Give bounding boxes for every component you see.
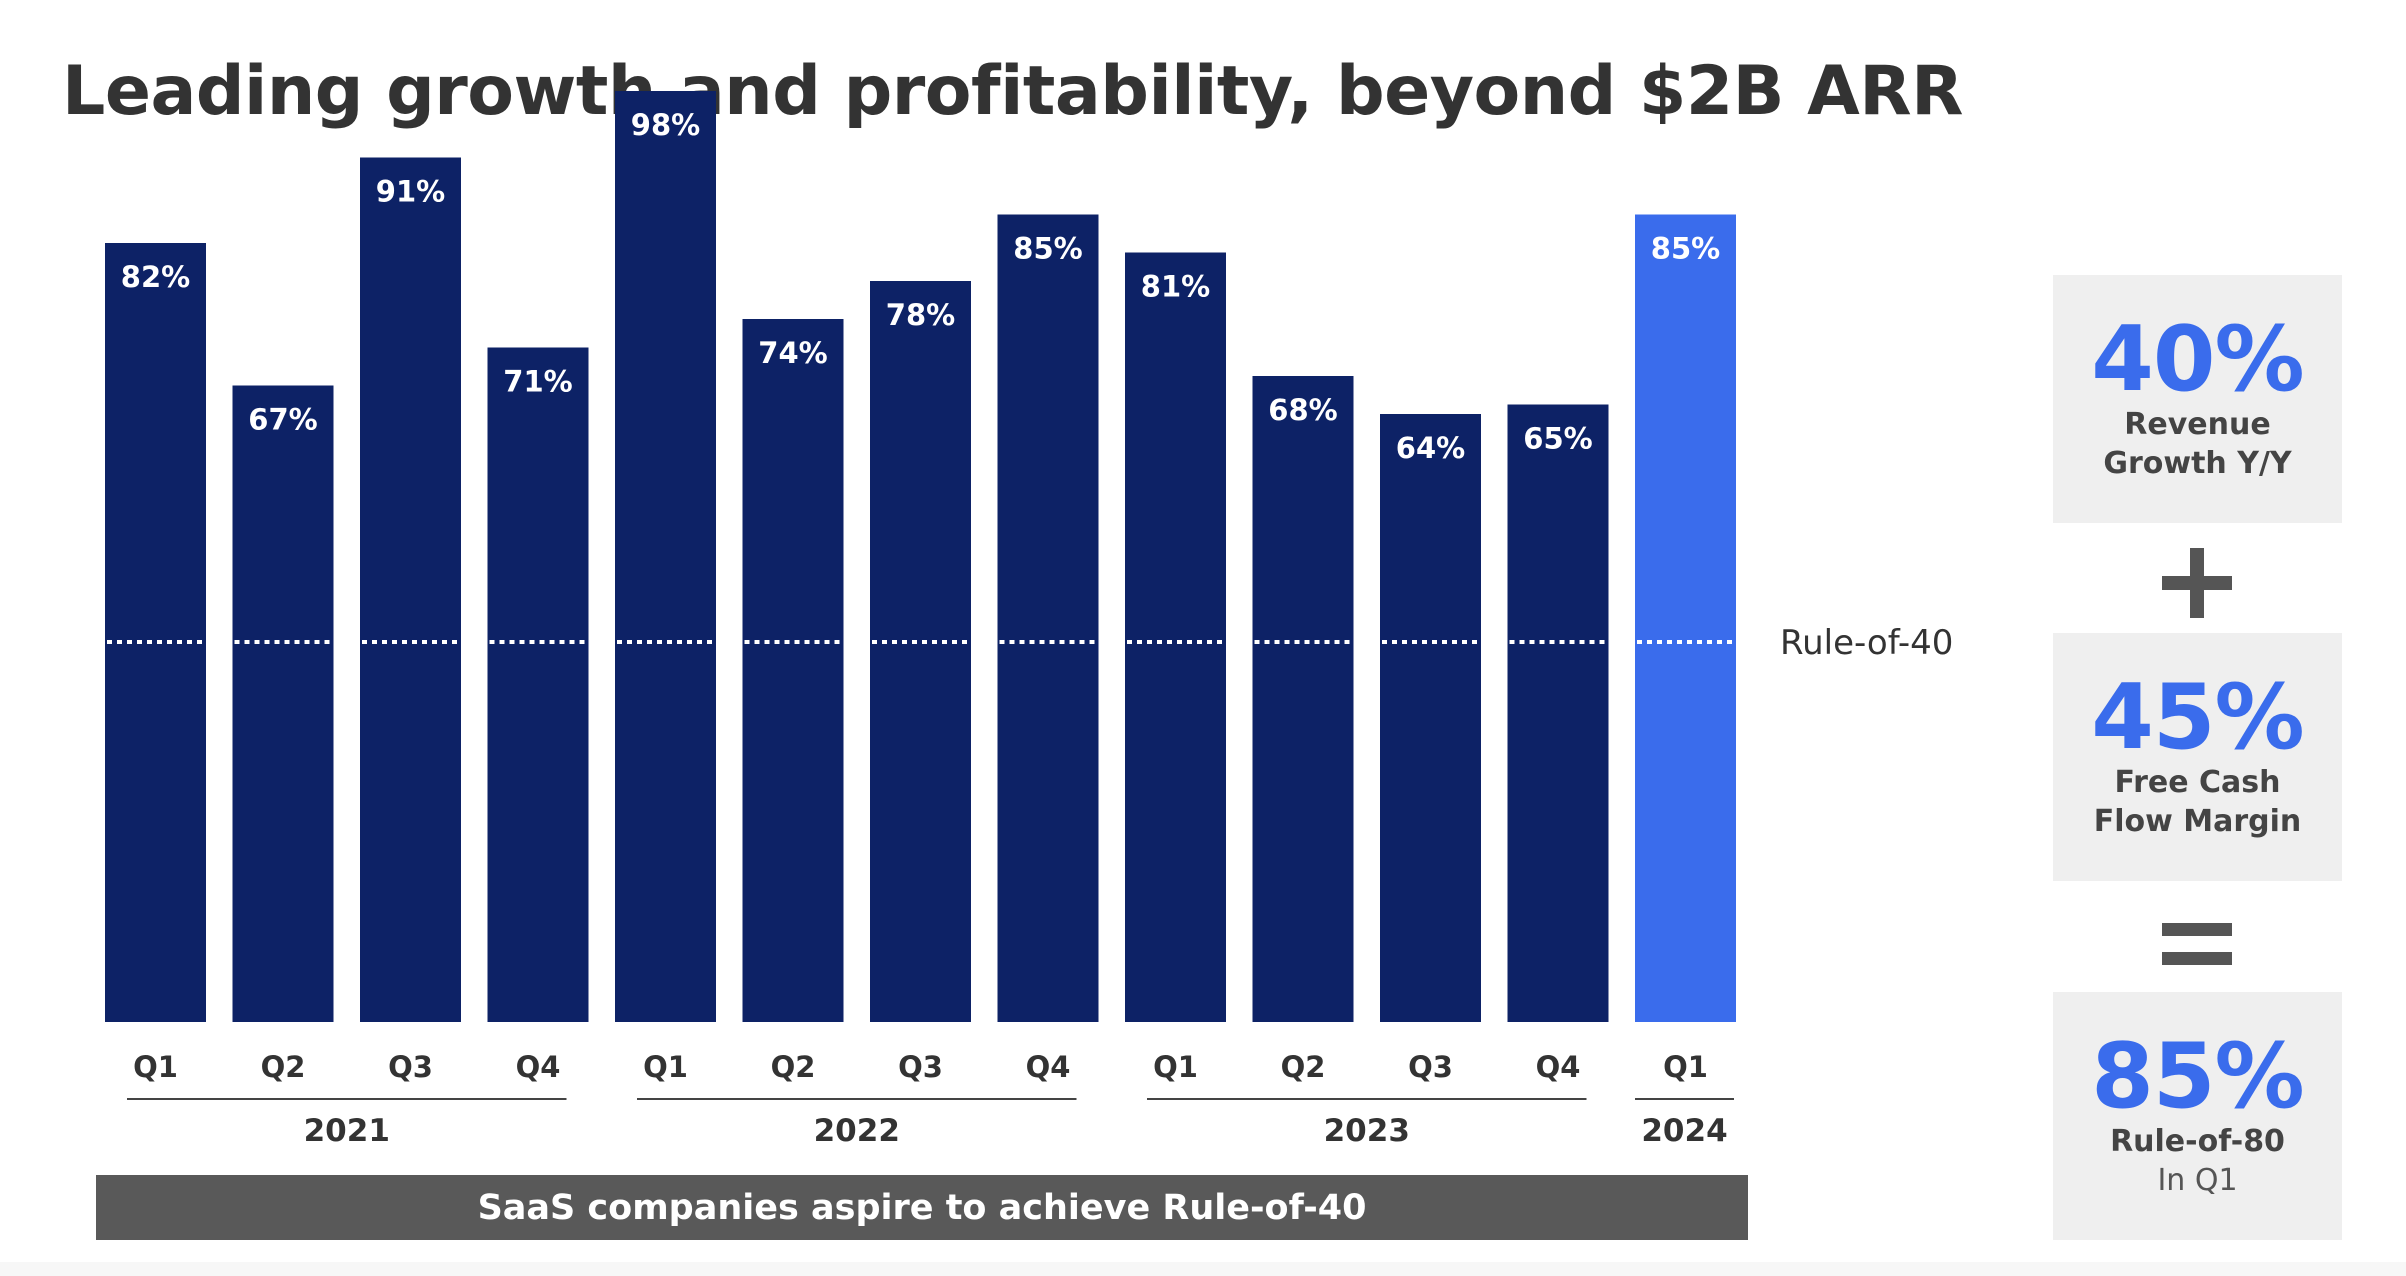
bar-q2-1 — [233, 386, 334, 1023]
free-cash-flow-value: 45% — [2091, 673, 2303, 763]
bar-q4-3 — [488, 348, 589, 1023]
bar-value-label: 67% — [248, 403, 317, 437]
quarter-tick-label: Q1 — [133, 1050, 178, 1084]
quarter-tick-label: Q3 — [388, 1050, 433, 1084]
bar-q2-9 — [1253, 376, 1354, 1022]
rule-of-40-banner: SaaS companies aspire to achieve Rule-of… — [96, 1175, 1748, 1240]
footer-strip — [0, 1262, 2406, 1276]
quarter-tick-label: Q3 — [898, 1050, 943, 1084]
bar-value-label: 71% — [503, 365, 572, 399]
bar-q3-6 — [870, 281, 971, 1022]
bar-value-label: 85% — [1651, 232, 1720, 266]
year-label: 2023 — [1324, 1113, 1410, 1149]
rule-of-80-card: 85% Rule-of-80 In Q1 — [2053, 992, 2342, 1240]
revenue-growth-label: Revenue Growth Y/Y — [2103, 405, 2291, 483]
rule-of-80-sublabel: In Q1 — [2157, 1161, 2237, 1200]
bar-q1-12 — [1635, 215, 1736, 1023]
rule-of-80-value: 85% — [2091, 1032, 2303, 1122]
year-label: 2022 — [814, 1113, 900, 1149]
quarter-tick-label: Q2 — [261, 1050, 306, 1084]
bar-value-label: 81% — [1141, 270, 1210, 304]
year-label: 2021 — [304, 1113, 390, 1149]
bar-q3-10 — [1380, 414, 1481, 1022]
bar-q2-5 — [743, 319, 844, 1022]
free-cash-flow-label: Free Cash Flow Margin — [2094, 763, 2302, 841]
slide: Leading growth and profitability, beyond… — [0, 0, 2406, 1276]
quarter-tick-label: Q2 — [1281, 1050, 1326, 1084]
equals-icon — [2162, 923, 2232, 936]
bar-q1-0 — [105, 243, 206, 1022]
quarter-tick-label: Q4 — [516, 1050, 561, 1084]
free-cash-flow-card: 45% Free Cash Flow Margin — [2053, 633, 2342, 881]
quarter-tick-label: Q1 — [643, 1050, 688, 1084]
year-label: 2024 — [1641, 1113, 1727, 1149]
rule-of-80-label: Rule-of-80 — [2110, 1122, 2285, 1161]
plus-icon-vertical — [2190, 548, 2204, 618]
bar-value-label: 91% — [376, 175, 445, 209]
quarter-tick-label: Q4 — [1026, 1050, 1071, 1084]
bar-value-label: 82% — [121, 260, 190, 294]
equals-icon-lower — [2162, 952, 2232, 965]
bar-value-label: 78% — [886, 298, 955, 332]
quarter-tick-label: Q4 — [1536, 1050, 1581, 1084]
bar-value-label: 74% — [758, 336, 827, 370]
bar-value-label: 65% — [1523, 422, 1592, 456]
revenue-growth-value: 40% — [2091, 315, 2303, 405]
quarter-tick-label: Q1 — [1663, 1050, 1708, 1084]
bar-q4-11 — [1508, 405, 1609, 1023]
bar-q4-7 — [998, 215, 1099, 1023]
bar-value-label: 68% — [1268, 393, 1337, 427]
bar-q3-2 — [360, 158, 461, 1023]
bar-value-label: 85% — [1013, 232, 1082, 266]
bar-q1-8 — [1125, 253, 1226, 1023]
rule-of-40-label: Rule-of-40 — [1780, 623, 1953, 663]
revenue-growth-card: 40% Revenue Growth Y/Y — [2053, 275, 2342, 523]
bar-q1-4 — [615, 91, 716, 1022]
bar-value-label: 64% — [1396, 431, 1465, 465]
quarter-tick-label: Q3 — [1408, 1050, 1453, 1084]
bar-value-label: 98% — [631, 108, 700, 142]
quarter-tick-label: Q1 — [1153, 1050, 1198, 1084]
rule-of-40-bar-chart: 82% Q1 67% Q2 91% Q3 71% Q4 98% Q1 74% Q2 78% Q3 85% Q4… — [0, 0, 2406, 1276]
quarter-tick-label: Q2 — [771, 1050, 816, 1084]
